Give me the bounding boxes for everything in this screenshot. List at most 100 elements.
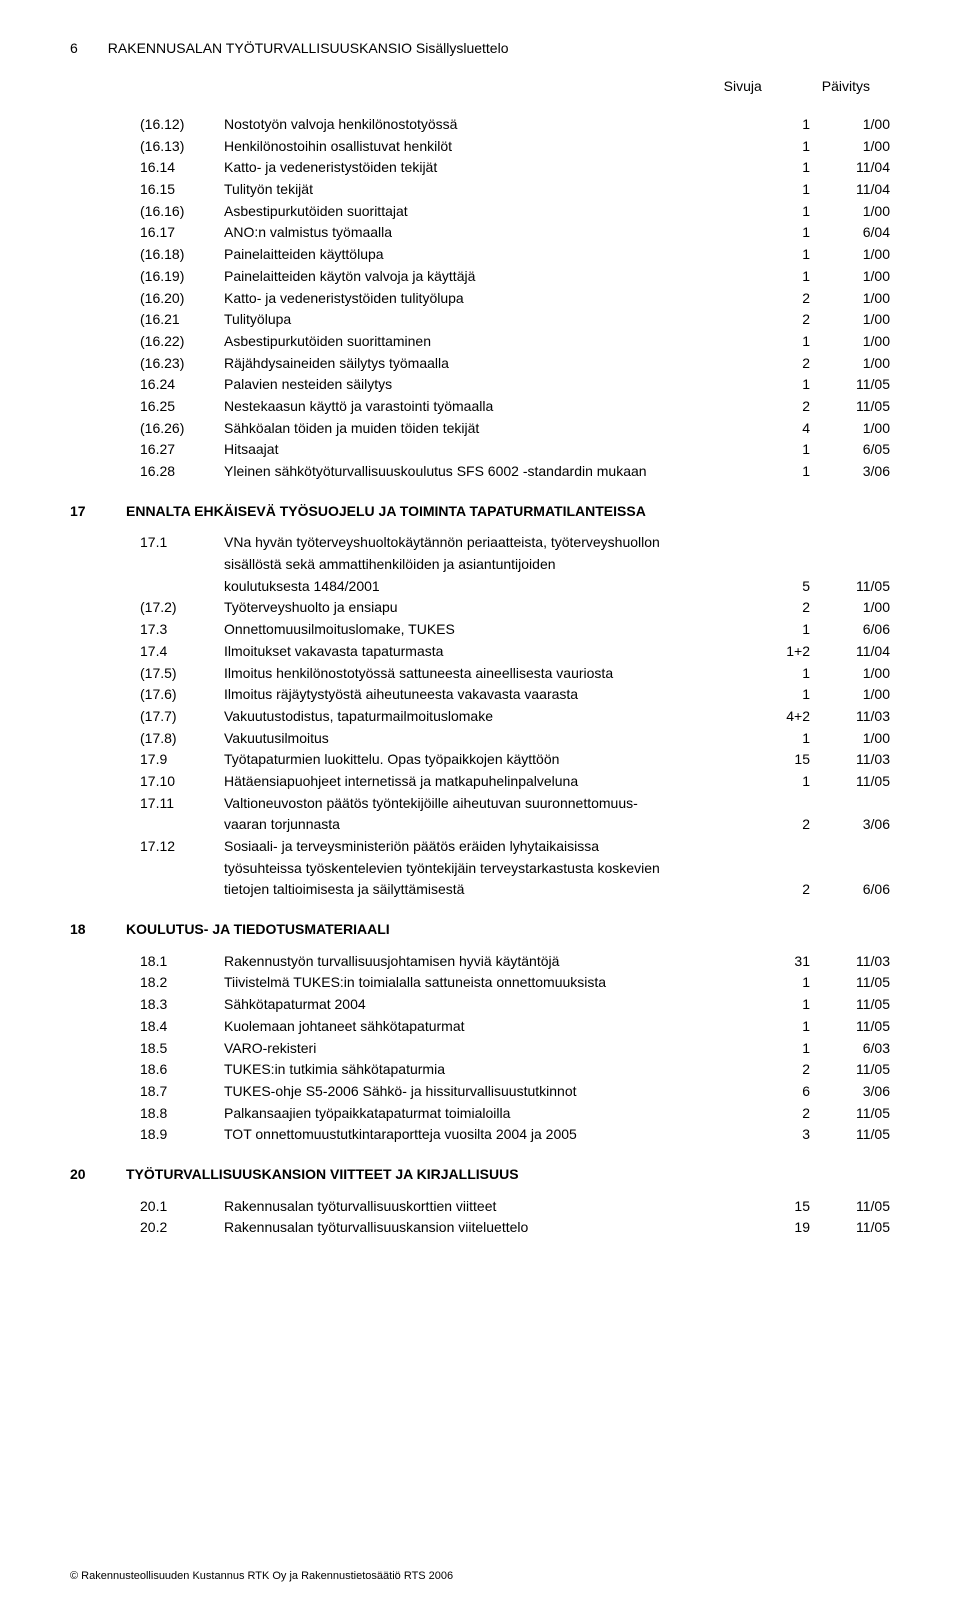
page-number: 6 — [70, 40, 78, 56]
row-number: 16.14 — [70, 157, 224, 179]
table-row: 18.1Rakennustyön turvallisuusjohtamisen … — [70, 951, 890, 973]
row-pages: 1 — [750, 994, 810, 1016]
row-number: 17.3 — [70, 619, 224, 641]
table-row: 16.15Tulityön tekijät111/04 — [70, 179, 890, 201]
table-row: 16.28Yleinen sähkötyöturvallisuuskoulutu… — [70, 461, 890, 483]
row-updated: 1/00 — [810, 309, 890, 331]
row-line: sisällöstä sekä ammattihenkilöiden ja as… — [70, 554, 890, 576]
row-label: Tulityölupa — [224, 309, 750, 331]
table-row: (16.26)Sähköalan töiden ja muiden töiden… — [70, 418, 890, 440]
row-label: Henkilönostoihin osallistuvat henkilöt — [224, 136, 750, 158]
row-line: 17.11Valtioneuvoston päätös työntekijöil… — [70, 793, 890, 815]
row-number: (16.20) — [70, 288, 224, 310]
table-row: 16.17ANO:n valmistus työmaalla16/04 — [70, 222, 890, 244]
row-pages: 2 — [750, 1059, 810, 1081]
row-pages: 2 — [750, 597, 810, 619]
row-label: Työtapaturmien luokittelu. Opas työpaikk… — [224, 749, 750, 771]
table-row: (17.7)Vakuutustodistus, tapaturmailmoitu… — [70, 706, 890, 728]
row-pages: 31 — [750, 951, 810, 973]
row-number: (16.18) — [70, 244, 224, 266]
row-number: 18.6 — [70, 1059, 224, 1081]
row-updated: 11/05 — [810, 1196, 890, 1218]
row-label: Rakennusalan työturvallisuuskansion viit… — [224, 1217, 750, 1239]
row-pages: 1 — [750, 972, 810, 994]
row-updated: 11/05 — [810, 994, 890, 1016]
table-row: (16.21Tulityölupa21/00 — [70, 309, 890, 331]
row-pages: 6 — [750, 1081, 810, 1103]
row-label: VNa hyvän työterveyshuoltokäytännön peri… — [224, 532, 750, 554]
row-pages: 1 — [750, 1038, 810, 1060]
row-label: Vakuutusilmoitus — [224, 728, 750, 750]
row-updated: 11/05 — [810, 576, 890, 598]
section-title: ENNALTA EHKÄISEVÄ TYÖSUOJELU JA TOIMINTA… — [126, 501, 890, 523]
col-updated-header: Päivitys — [822, 78, 870, 94]
header-title: RAKENNUSALAN TYÖTURVALLISUUSKANSIO Sisäl… — [108, 40, 509, 56]
row-number: (16.26) — [70, 418, 224, 440]
row-label: tietojen taltioimisesta ja säilyttämises… — [224, 879, 750, 901]
row-label: Räjähdysaineiden säilytys työmaalla — [224, 353, 750, 375]
table-row: (17.8)Vakuutusilmoitus11/00 — [70, 728, 890, 750]
table-row: 20.2Rakennusalan työturvallisuuskansion … — [70, 1217, 890, 1239]
row-number: 17.11 — [70, 793, 224, 815]
row-label: Katto- ja vedeneristystöiden tekijät — [224, 157, 750, 179]
row-label: ANO:n valmistus työmaalla — [224, 222, 750, 244]
row-label: Ilmoitus räjäytystyöstä aiheutuneesta va… — [224, 684, 750, 706]
row-label: Painelaitteiden käytön valvoja ja käyttä… — [224, 266, 750, 288]
table-row: (16.20)Katto- ja vedeneristystöiden tuli… — [70, 288, 890, 310]
table-row: (16.19)Painelaitteiden käytön valvoja ja… — [70, 266, 890, 288]
row-number: (16.23) — [70, 353, 224, 375]
pre-rows-container: (16.12)Nostotyön valvoja henkilönostotyö… — [70, 114, 890, 483]
table-row: 16.25Nestekaasun käyttö ja varastointi t… — [70, 396, 890, 418]
row-number: 18.5 — [70, 1038, 224, 1060]
row-number: 16.27 — [70, 439, 224, 461]
header-left: 6 RAKENNUSALAN TYÖTURVALLISUUSKANSIO Sis… — [70, 40, 509, 56]
table-row: 17.1VNa hyvän työterveyshuoltokäytännön … — [70, 532, 890, 597]
row-number: 16.24 — [70, 374, 224, 396]
table-row: 17.11Valtioneuvoston päätös työntekijöil… — [70, 793, 890, 836]
row-number: (16.16) — [70, 201, 224, 223]
row-pages: 2 — [750, 1103, 810, 1125]
row-number: 17.9 — [70, 749, 224, 771]
row-updated: 3/06 — [810, 461, 890, 483]
row-pages: 2 — [750, 353, 810, 375]
section-number: 18 — [70, 919, 126, 941]
row-pages: 2 — [750, 814, 810, 836]
row-label: Rakennustyön turvallisuusjohtamisen hyvi… — [224, 951, 750, 973]
row-line: 17.12Sosiaali- ja terveysministeriön pää… — [70, 836, 890, 858]
row-number: (16.12) — [70, 114, 224, 136]
row-pages: 1 — [750, 244, 810, 266]
row-pages: 2 — [750, 288, 810, 310]
row-number: 18.9 — [70, 1124, 224, 1146]
table-row: 18.5VARO-rekisteri16/03 — [70, 1038, 890, 1060]
row-updated: 6/05 — [810, 439, 890, 461]
page-header: 6 RAKENNUSALAN TYÖTURVALLISUUSKANSIO Sis… — [70, 40, 890, 56]
section-title: KOULUTUS- JA TIEDOTUSMATERIAALI — [126, 919, 890, 941]
row-label: Nostotyön valvoja henkilönostotyössä — [224, 114, 750, 136]
table-row: 17.4Ilmoitukset vakavasta tapaturmasta1+… — [70, 641, 890, 663]
row-number: 20.1 — [70, 1196, 224, 1218]
row-updated: 1/00 — [810, 201, 890, 223]
row-label: Sähköalan töiden ja muiden töiden tekijä… — [224, 418, 750, 440]
table-row: 18.9TOT onnettomuustutkintaraportteja vu… — [70, 1124, 890, 1146]
row-pages: 1 — [750, 684, 810, 706]
row-number: 18.7 — [70, 1081, 224, 1103]
row-number: (16.21 — [70, 309, 224, 331]
table-row: 16.24Palavien nesteiden säilytys111/05 — [70, 374, 890, 396]
table-row: 17.12Sosiaali- ja terveysministeriön pää… — [70, 836, 890, 901]
row-updated: 3/06 — [810, 1081, 890, 1103]
row-pages: 1 — [750, 266, 810, 288]
row-updated: 6/06 — [810, 879, 890, 901]
row-updated: 11/05 — [810, 972, 890, 994]
table-row: 16.14Katto- ja vedeneristystöiden tekijä… — [70, 157, 890, 179]
row-label: Kuolemaan johtaneet sähkötapaturmat — [224, 1016, 750, 1038]
document-page: 6 RAKENNUSALAN TYÖTURVALLISUUSKANSIO Sis… — [0, 0, 960, 1612]
row-updated: 6/06 — [810, 619, 890, 641]
row-label: Ilmoitukset vakavasta tapaturmasta — [224, 641, 750, 663]
table-row: 20.1Rakennusalan työturvallisuuskorttien… — [70, 1196, 890, 1218]
row-label: Hitsaajat — [224, 439, 750, 461]
table-row: 18.2Tiivistelmä TUKES:in toimialalla sat… — [70, 972, 890, 994]
row-updated: 11/05 — [810, 1217, 890, 1239]
row-pages: 1 — [750, 331, 810, 353]
row-updated: 1/00 — [810, 418, 890, 440]
row-label: sisällöstä sekä ammattihenkilöiden ja as… — [224, 554, 750, 576]
